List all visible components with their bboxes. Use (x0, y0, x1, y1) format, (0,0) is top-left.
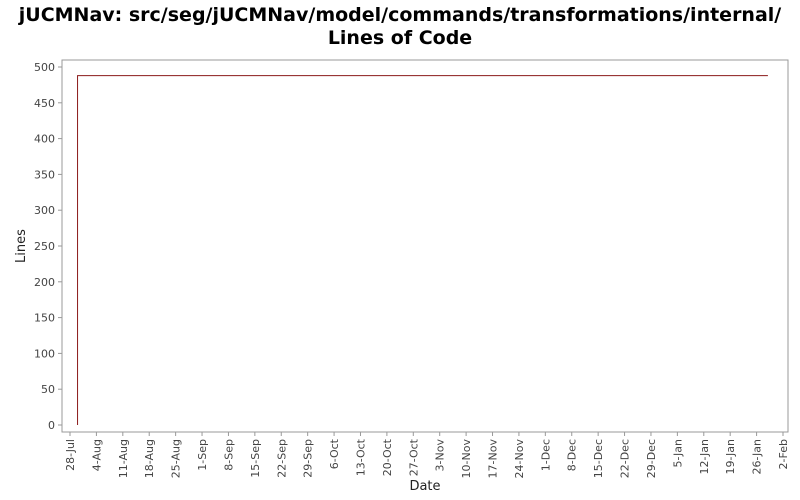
y-tick-label: 450 (34, 97, 55, 110)
x-tick-label: 8-Dec (566, 439, 579, 471)
x-tick-label: 1-Dec (539, 439, 552, 471)
x-axis: 28-Jul 4-Aug 11-Aug 18-Aug 25-Aug 1-Sep 8-Sep 1… (64, 432, 790, 478)
plot-area (61, 59, 789, 433)
y-axis-label: Lines (14, 229, 29, 263)
y-tick-label: 50 (41, 383, 55, 396)
x-tick-label: 19-Jan (724, 439, 737, 475)
series-layer (77, 75, 768, 425)
x-tick-label: 13-Oct (354, 438, 367, 476)
x-tick-label: 22-Dec (619, 439, 632, 478)
x-tick-label: 27-Oct (407, 438, 420, 476)
x-tick-label: 29-Dec (645, 439, 658, 478)
x-tick-label: 8-Sep (222, 439, 235, 471)
x-tick-label: 6-Oct (328, 438, 341, 469)
x-tick-label: 10-Nov (460, 439, 473, 479)
y-tick-label: 250 (34, 240, 55, 253)
x-tick-label: 22-Sep (275, 439, 288, 478)
x-tick-label: 11-Aug (117, 439, 130, 478)
y-tick-label: 150 (34, 312, 55, 325)
x-tick-label: 12-Jan (698, 439, 711, 475)
x-tick-label: 25-Aug (170, 439, 183, 478)
chart-title-line-1: jUCMNav: src/seg/jUCMNav/model/commands/… (18, 4, 782, 26)
x-tick-label: 29-Sep (302, 439, 315, 478)
y-tick-label: 100 (34, 347, 55, 360)
y-tick-label: 300 (34, 204, 55, 217)
x-tick-label: 24-Nov (513, 439, 526, 479)
x-tick-label: 5-Jan (671, 439, 684, 468)
x-tick-label: 4-Aug (90, 439, 103, 471)
y-tick-label: 200 (34, 276, 55, 289)
chart-title-line-2: Lines of Code (327, 27, 473, 49)
y-tick-label: 350 (34, 168, 55, 181)
x-tick-label: 3-Nov (434, 439, 447, 472)
x-tick-label: 15-Sep (249, 439, 262, 478)
x-tick-label: 15-Dec (592, 439, 605, 478)
x-tick-label: 28-Jul (64, 439, 77, 471)
x-tick-label: 20-Oct (381, 438, 394, 476)
x-tick-label: 2-Feb (777, 439, 790, 469)
x-tick-label: 26-Jan (751, 439, 764, 475)
x-tick-label: 18-Aug (143, 439, 156, 478)
y-tick-label: 0 (48, 419, 55, 432)
x-tick-label: 1-Sep (196, 439, 209, 471)
series-line-0 (77, 75, 768, 425)
y-axis: 0 50 100 150 200 250 300 350 400 450 500 (34, 61, 62, 432)
x-tick-label: 17-Nov (487, 439, 500, 479)
y-tick-label: 500 (34, 61, 55, 74)
x-axis-label: Date (409, 479, 440, 494)
y-tick-label: 400 (34, 133, 55, 146)
